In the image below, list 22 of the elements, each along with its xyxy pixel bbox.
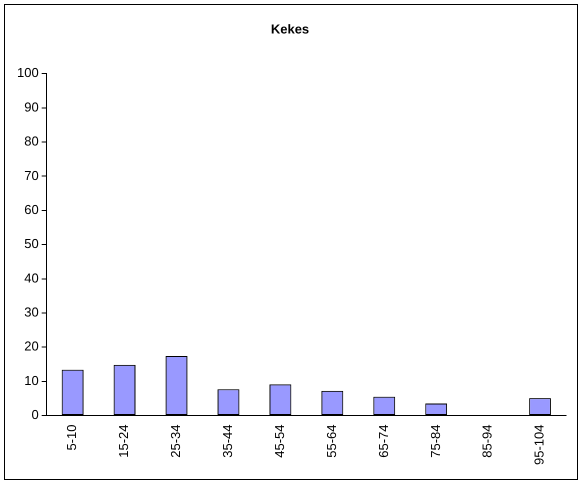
x-tick-label: 15-24	[116, 424, 132, 458]
x-tick-label: 95-104	[532, 424, 547, 466]
y-tick-label: 10	[24, 372, 39, 388]
y-tick-label: 50	[24, 236, 39, 252]
y-tick-label: 20	[24, 338, 39, 354]
y-tick-label: 100	[16, 65, 39, 80]
x-tick-label: 5-10	[64, 424, 80, 451]
y-tick-label: 70	[24, 168, 39, 183]
x-tick-label: 85-94	[480, 424, 495, 458]
x-tick-label: 45-54	[272, 424, 287, 458]
y-tick-label: 30	[24, 304, 39, 320]
y-tick-label: 60	[24, 202, 39, 217]
chart-title: Kekes	[270, 21, 310, 36]
x-tick-label: 25-34	[168, 424, 184, 458]
y-tick-label: 0	[31, 407, 39, 422]
y-tick-label: 90	[24, 99, 39, 114]
x-tick-label: 35-44	[220, 424, 236, 458]
x-tick-label: 65-74	[376, 424, 391, 458]
y-tick-label: 40	[24, 270, 39, 286]
x-tick-label: 55-64	[324, 424, 339, 458]
x-tick-label: 75-84	[428, 424, 443, 458]
y-tick-label: 80	[24, 134, 39, 149]
